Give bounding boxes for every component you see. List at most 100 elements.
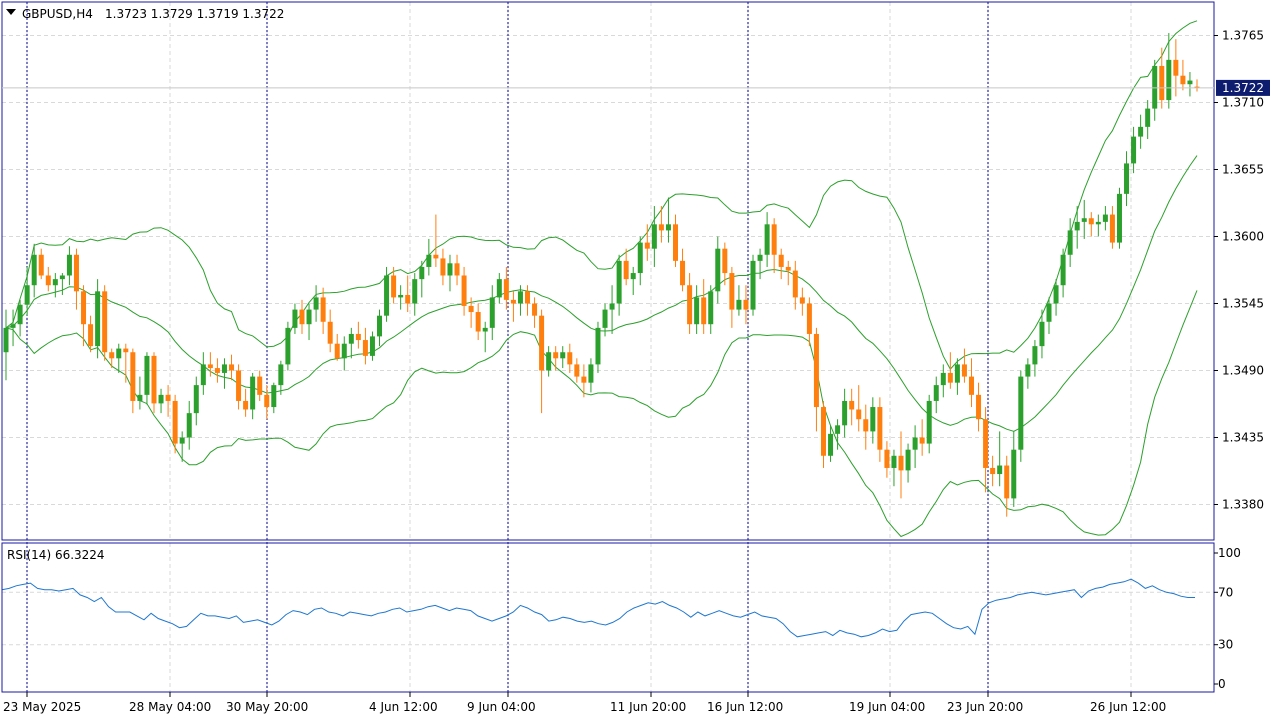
candle-body bbox=[961, 364, 967, 377]
bull-candle bbox=[757, 248, 763, 280]
candle-body bbox=[806, 303, 812, 334]
candle-body bbox=[1004, 465, 1010, 499]
candle-body bbox=[320, 297, 326, 322]
candle-body bbox=[701, 297, 707, 325]
candle-body bbox=[680, 260, 686, 286]
bull-candle bbox=[891, 449, 897, 487]
price-tick-label: 1.3545 bbox=[1222, 297, 1264, 311]
price-tick-label: 1.3600 bbox=[1222, 230, 1264, 244]
bear-candle bbox=[1180, 59, 1186, 91]
bear-candle bbox=[207, 352, 213, 377]
bull-candle bbox=[398, 285, 404, 310]
bull-candle bbox=[665, 197, 671, 243]
bear-candle bbox=[102, 285, 108, 361]
bull-candle bbox=[715, 236, 721, 304]
bear-candle bbox=[947, 352, 953, 389]
candle-body bbox=[454, 263, 460, 276]
candle-body bbox=[426, 254, 432, 267]
bull-candle bbox=[905, 443, 911, 483]
candle-body bbox=[912, 437, 918, 450]
candle-body bbox=[926, 400, 932, 444]
bull-candle bbox=[186, 400, 192, 450]
bear-candle bbox=[454, 254, 460, 286]
candle-body bbox=[1116, 193, 1122, 243]
bear-candle bbox=[1109, 206, 1115, 249]
bull-candle bbox=[926, 394, 932, 454]
candle-body bbox=[447, 263, 453, 276]
bear-candle bbox=[687, 273, 693, 334]
candle-body bbox=[229, 364, 235, 371]
bear-candle bbox=[877, 397, 883, 462]
bull-candle bbox=[447, 254, 453, 292]
bull-candle bbox=[1124, 151, 1130, 207]
candle-body bbox=[990, 467, 996, 475]
candle-body bbox=[729, 273, 735, 310]
bear-candle bbox=[229, 354, 235, 381]
candle-body bbox=[954, 364, 960, 383]
candle-body bbox=[292, 309, 298, 328]
bull-candle bbox=[200, 352, 206, 395]
candle-body bbox=[384, 275, 390, 316]
candle-body bbox=[644, 242, 650, 249]
candle-body bbox=[665, 224, 671, 231]
candle-body bbox=[207, 364, 213, 369]
candle-body bbox=[1152, 65, 1158, 109]
bull-candle bbox=[842, 388, 848, 438]
candle-body bbox=[503, 279, 509, 300]
candle-body bbox=[243, 400, 249, 410]
candle-body bbox=[369, 336, 375, 356]
chevron-down-icon[interactable] bbox=[6, 9, 16, 15]
price-tag-value: 1.3722 bbox=[1222, 81, 1264, 95]
candle-body bbox=[750, 260, 756, 310]
bear-candle bbox=[1159, 47, 1165, 109]
candle-body bbox=[976, 394, 982, 420]
bull-candle bbox=[348, 327, 354, 359]
time-tick-label: 4 Jun 12:00 bbox=[369, 700, 438, 714]
candle-body bbox=[95, 291, 101, 347]
rsi-axis: 0 30 70 100 bbox=[1214, 546, 1241, 691]
candle-body bbox=[771, 224, 777, 255]
candle-body bbox=[581, 376, 587, 383]
bear-candle bbox=[45, 266, 51, 292]
bear-candle bbox=[785, 260, 791, 286]
bull-candle bbox=[412, 273, 418, 316]
bear-candle bbox=[433, 214, 439, 267]
bear-candle bbox=[130, 348, 136, 414]
candle-body bbox=[377, 315, 383, 337]
price-tick-label: 1.3435 bbox=[1222, 431, 1264, 445]
bull-candle bbox=[95, 279, 101, 359]
bear-candle bbox=[849, 388, 855, 426]
bull-candle bbox=[1060, 248, 1066, 298]
bear-candle bbox=[574, 358, 580, 383]
bear-candle bbox=[468, 297, 474, 328]
bull-candle bbox=[736, 285, 742, 316]
bear-candle bbox=[567, 343, 573, 373]
candle-body bbox=[842, 400, 848, 426]
bull-candle bbox=[116, 343, 122, 373]
candle-body bbox=[792, 270, 798, 298]
bear-candle bbox=[109, 348, 115, 369]
candle-body bbox=[433, 254, 439, 259]
candle-body bbox=[1187, 80, 1193, 85]
rsi-tick-label: 30 bbox=[1218, 638, 1233, 652]
bull-candle bbox=[1025, 358, 1031, 389]
candle-body bbox=[482, 327, 488, 332]
chart-header: GBPUSD,H4 1.3723 1.3729 1.3719 1.3722 bbox=[6, 7, 284, 21]
candle-body bbox=[412, 279, 418, 304]
candle-body bbox=[997, 465, 1003, 475]
bull-candle bbox=[912, 425, 918, 468]
time-tick-label: 30 May 20:00 bbox=[226, 700, 308, 714]
candle-body bbox=[250, 376, 256, 410]
current-price-tag: 1.3722 bbox=[1216, 79, 1270, 96]
bear-candle bbox=[257, 370, 263, 401]
candle-body bbox=[419, 266, 425, 280]
bear-candle bbox=[623, 248, 629, 286]
candle-body bbox=[81, 291, 87, 325]
bull-candle bbox=[1081, 199, 1087, 239]
candle-body bbox=[687, 285, 693, 325]
candle-body bbox=[1018, 376, 1024, 450]
candle-body bbox=[1074, 221, 1080, 231]
bull-candle bbox=[221, 358, 227, 389]
